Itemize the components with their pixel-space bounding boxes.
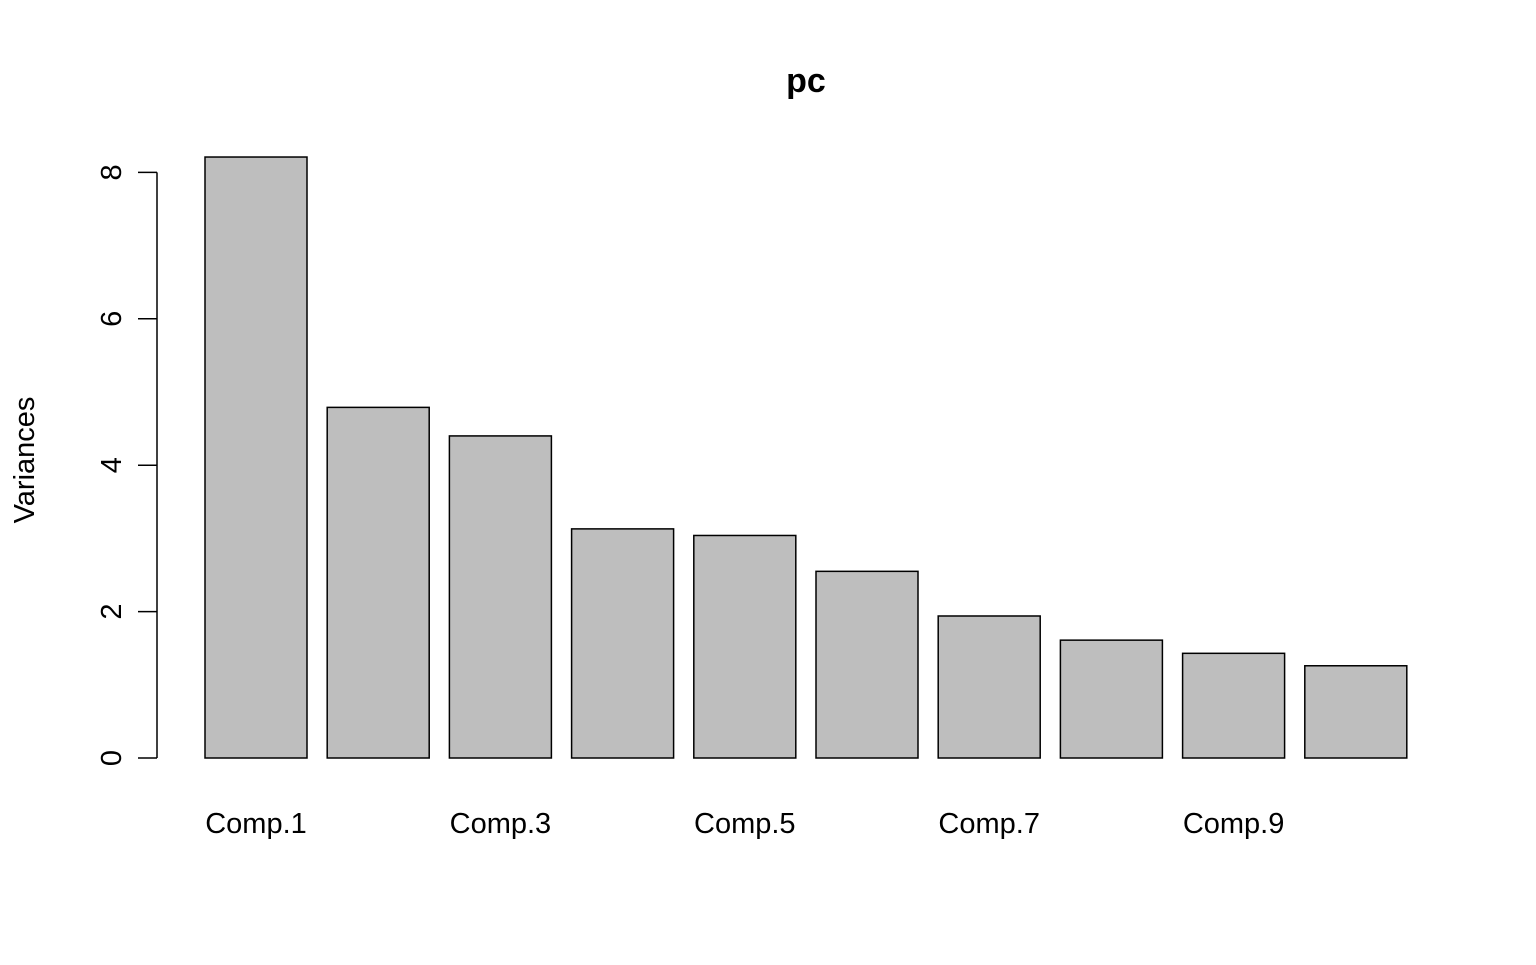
- bar-comp-6: [815, 570, 919, 759]
- bar-comp-9: [1181, 652, 1286, 759]
- x-tick-label: Comp.3: [450, 808, 552, 840]
- bar-comp-4: [570, 528, 675, 759]
- bar-comp-8: [1059, 639, 1164, 759]
- y-tick-label: 8: [96, 164, 128, 180]
- x-tick-label: Comp.9: [1183, 808, 1285, 840]
- x-tick-labels: Comp.1 Comp.3 Comp.5 Comp.7 Comp.9: [205, 808, 1284, 840]
- bar-comp-10: [1304, 665, 1408, 759]
- bars-group: [204, 156, 1408, 759]
- x-tick-label: Comp.1: [205, 808, 307, 840]
- y-axis-label: Variances: [9, 397, 41, 524]
- x-tick-label: Comp.5: [694, 808, 796, 840]
- y-axis: 0 2 4 6 8: [96, 164, 158, 766]
- bar-comp-7: [937, 615, 1041, 759]
- chart-title: pc: [786, 62, 826, 100]
- y-tick-label: 6: [96, 311, 128, 327]
- y-tick-label: 2: [96, 604, 128, 620]
- y-tick-label: 4: [96, 457, 128, 473]
- bar-comp-1: [204, 156, 308, 759]
- y-tick-label: 0: [96, 750, 128, 766]
- x-tick-label: Comp.7: [938, 808, 1040, 840]
- bar-comp-5: [693, 534, 797, 759]
- bar-comp-2: [326, 406, 430, 759]
- bar-comp-3: [448, 435, 553, 759]
